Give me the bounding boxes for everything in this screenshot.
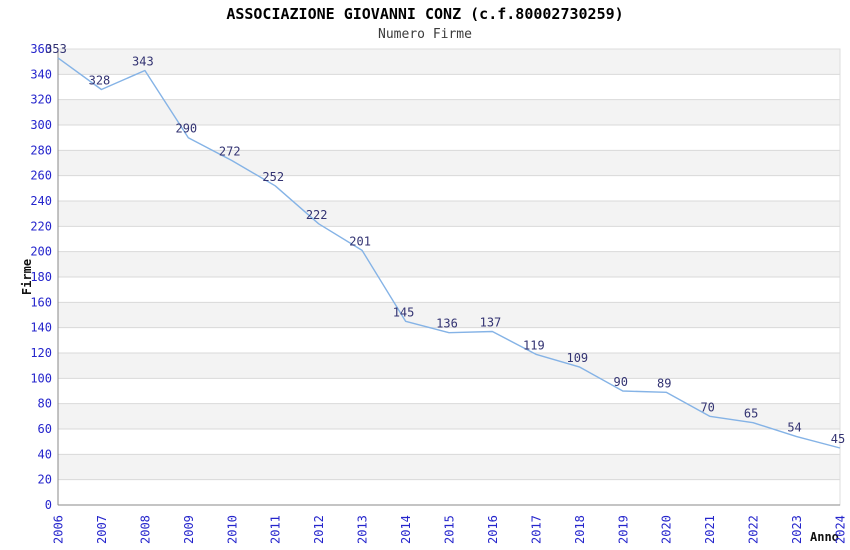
point-label: 328	[89, 74, 111, 88]
chart-subtitle: Numero Firme	[378, 27, 472, 42]
grid-band	[58, 251, 840, 277]
x-tick-label: 2016	[486, 515, 500, 544]
point-label: 290	[175, 122, 197, 136]
x-tick-label: 2018	[573, 515, 587, 544]
x-tick-label: 2013	[356, 515, 370, 544]
grid-band	[58, 403, 840, 429]
point-label: 54	[787, 421, 801, 435]
point-label: 353	[45, 42, 67, 56]
y-tick-label: 120	[30, 346, 52, 360]
x-tick-label: 2009	[182, 515, 196, 544]
x-tick-label: 2007	[95, 515, 109, 544]
point-label: 45	[831, 432, 845, 446]
y-tick-label: 240	[30, 194, 52, 208]
point-label: 70	[700, 400, 714, 414]
point-label: 222	[306, 208, 328, 222]
y-tick-label: 80	[38, 397, 52, 411]
grid-band	[58, 479, 840, 505]
x-tick-label: 2020	[660, 515, 674, 544]
grid-band	[58, 99, 840, 125]
y-tick-label: 340	[30, 67, 52, 81]
y-tick-label: 180	[30, 270, 52, 284]
x-tick-label: 2024	[834, 515, 848, 544]
y-tick-label: 360	[30, 42, 52, 56]
y-tick-label: 280	[30, 143, 52, 157]
y-tick-label: 40	[38, 447, 52, 461]
x-tick-label: 2023	[790, 515, 804, 544]
chart-title: ASSOCIAZIONE GIOVANNI CONZ (c.f.80002730…	[226, 5, 624, 23]
x-tick-label: 2014	[399, 515, 413, 544]
y-tick-label: 160	[30, 295, 52, 309]
grid-band	[58, 327, 840, 353]
y-tick-label: 140	[30, 321, 52, 335]
data-line	[57, 57, 841, 449]
x-tick-label: 2019	[616, 515, 630, 544]
grid-band	[58, 175, 840, 201]
grid-band	[58, 49, 840, 75]
x-tick-label: 2011	[269, 515, 283, 544]
point-label: 109	[566, 351, 588, 365]
y-tick-label: 60	[38, 422, 52, 436]
grid-band	[58, 74, 840, 100]
y-tick-label: 300	[30, 118, 52, 132]
grid-band	[58, 201, 840, 227]
point-label: 65	[744, 407, 758, 421]
grid-band	[58, 302, 840, 328]
point-label: 119	[523, 338, 545, 352]
grid-band	[58, 277, 840, 303]
x-tick-label: 2012	[312, 515, 326, 544]
y-tick-label: 20	[38, 473, 52, 487]
point-label: 89	[657, 376, 671, 390]
grid-band	[58, 353, 840, 379]
y-tick-label: 0	[45, 498, 52, 512]
point-label: 136	[436, 317, 458, 331]
x-tick-label: 2006	[52, 515, 66, 544]
point-label: 272	[219, 144, 241, 158]
grid-band	[58, 378, 840, 404]
y-tick-label: 100	[30, 371, 52, 385]
grid-band	[58, 429, 840, 455]
grid-band	[58, 454, 840, 480]
x-tick-label: 2021	[703, 515, 717, 544]
point-label: 252	[262, 170, 284, 184]
x-tick-label: 2010	[225, 515, 239, 544]
x-tick-label: 2017	[529, 515, 543, 544]
y-tick-label: 260	[30, 169, 52, 183]
y-tick-label: 320	[30, 93, 52, 107]
y-tick-label: 200	[30, 245, 52, 259]
x-tick-label: 2015	[443, 515, 457, 544]
point-label: 145	[393, 305, 415, 319]
x-tick-label: 2008	[138, 515, 152, 544]
point-label: 201	[349, 234, 371, 248]
grid-band	[58, 226, 840, 252]
y-tick-label: 220	[30, 219, 52, 233]
point-label: 90	[614, 375, 628, 389]
x-tick-label: 2022	[747, 515, 761, 544]
grid-band	[58, 150, 840, 176]
x-axis-title: Anno	[810, 530, 839, 544]
point-label: 137	[480, 315, 502, 329]
point-label: 343	[132, 55, 154, 69]
